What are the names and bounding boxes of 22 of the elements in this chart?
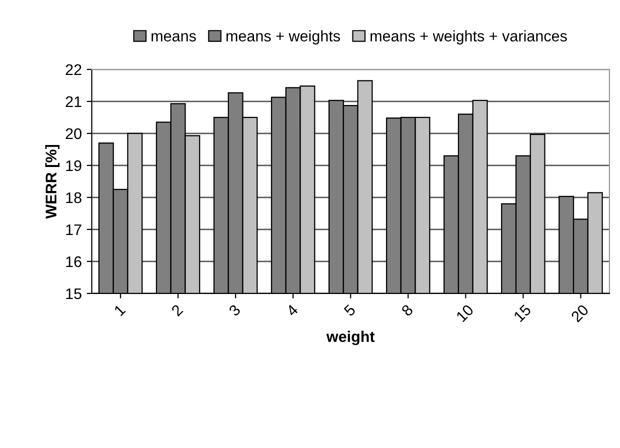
y-tick-label: 15 bbox=[66, 288, 82, 300]
y-tick-label: 19 bbox=[66, 160, 82, 172]
legend-label: means + weights + variances bbox=[370, 30, 567, 44]
x-tick-label: 2 bbox=[170, 304, 184, 316]
x-axis-title: weight bbox=[326, 330, 375, 346]
y-tick-label: 17 bbox=[66, 224, 82, 235]
legend-label: means bbox=[152, 33, 196, 42]
y-tick-label: 21 bbox=[66, 96, 82, 107]
x-tick-label: 5 bbox=[343, 304, 356, 317]
y-tick-label: 20 bbox=[66, 128, 82, 140]
x-tick-label: 4 bbox=[286, 304, 299, 317]
y-tick-label: 18 bbox=[66, 192, 82, 204]
y-tick-label: 16 bbox=[66, 256, 82, 268]
y-axis-title: WERR [%] bbox=[45, 144, 60, 219]
y-tick-label: 22 bbox=[66, 64, 82, 75]
x-tick-label: 8 bbox=[400, 304, 414, 317]
x-tick-label: 20 bbox=[570, 304, 590, 323]
legend-label: means + weights bbox=[226, 30, 340, 44]
x-tick-label: 1 bbox=[114, 304, 126, 316]
x-tick-label: 3 bbox=[228, 304, 241, 317]
x-tick-label: 10 bbox=[456, 304, 474, 322]
x-tick-label: 15 bbox=[513, 304, 532, 322]
